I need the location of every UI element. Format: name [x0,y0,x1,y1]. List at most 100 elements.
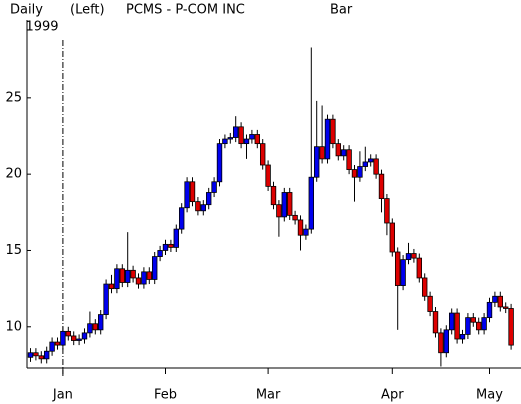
candle-body [151,256,158,280]
candle-body [303,228,309,236]
candle-body [195,201,201,212]
candle-body [324,118,331,160]
candle-body [87,323,93,334]
candle-body [92,323,98,331]
candle-body [189,181,196,203]
candle-body [508,308,514,346]
candle-body [443,329,449,354]
style-label: Bar [330,3,353,18]
candle-body [405,253,412,261]
candle-body [44,350,50,360]
candle-body [211,181,217,193]
candle-body [60,330,66,346]
candle-body [222,138,228,145]
y-tick-label: 10 [5,319,22,334]
x-tick-label: Apr [381,388,404,403]
candle-body [454,312,460,340]
candle-body [357,166,363,178]
candle-body [394,251,401,286]
candle-body [205,192,212,206]
x-tick-label: Mar [256,388,281,403]
candle-body [308,176,314,230]
candle-body [243,138,250,145]
y-tick-label: 25 [5,90,22,105]
candle-body [459,334,466,340]
candle-body [373,158,379,175]
candle-body [114,268,120,290]
candle-body [168,243,174,248]
candle-body [416,257,422,279]
candle-body [400,259,406,286]
candle-body [448,312,455,331]
candle-body [216,143,223,183]
candle-body [378,173,385,199]
candle-body [238,126,244,145]
candle-body [384,198,390,224]
candle-body [157,250,163,257]
candle-body [76,338,82,341]
candle-body [200,204,206,212]
candle-body [254,134,260,145]
candle-body [232,126,239,138]
y-tick-label: 20 [5,167,22,182]
candle-body [178,207,185,230]
candle-body [54,341,61,346]
candle-body [313,146,320,178]
candle-body [421,277,428,297]
candle-body [103,283,109,315]
candle-body [411,253,417,259]
candle-body [286,192,293,216]
candle-body [276,204,282,218]
candle-body [362,161,368,167]
candle-body [346,149,352,170]
candle-body [135,277,142,285]
candle-body [432,311,439,334]
candle-body [475,321,482,331]
candle-body [259,143,266,166]
y-tick-label: 15 [5,243,22,258]
period-label: Daily [10,3,43,18]
chart-title: PCMS - P-COM INC [126,3,245,18]
candle-body [292,214,298,221]
candle-body [27,352,34,358]
candle-body [297,219,304,236]
candle-body [486,301,493,319]
candle-body [367,158,374,163]
candle-body [33,352,39,357]
candle-body [119,268,125,283]
candle-body [330,118,336,145]
candle-body [71,335,77,341]
candle-body [130,269,136,279]
candle-body [173,228,179,248]
candle-body [497,295,503,308]
x-tick-label: Jan [52,388,73,403]
candle-body [492,295,498,303]
candle-body [351,169,358,178]
candle-body [281,192,287,218]
candle-body [108,283,115,290]
candle-body [335,143,341,157]
candle-body [227,137,233,140]
candle-body [65,330,71,337]
candle-body [38,355,44,360]
candle-body [340,149,347,157]
candle-body [481,317,487,331]
candle-body [125,269,131,283]
candle-body [270,185,277,206]
candle-body [438,332,444,354]
axis-side-label: (Left) [70,3,105,18]
x-tick-label: May [476,388,503,403]
candle-body [465,317,471,335]
candle-body [98,314,104,331]
candle-body [141,271,147,285]
candle-body [427,295,433,312]
candle-body [81,332,88,340]
candle-body [265,164,271,187]
candle-body [146,271,152,280]
candle-body [249,134,255,140]
x-tick-label: Feb [154,388,177,403]
candle-body [162,243,169,251]
candle-body [389,222,395,253]
year-label: 1999 [25,20,58,35]
